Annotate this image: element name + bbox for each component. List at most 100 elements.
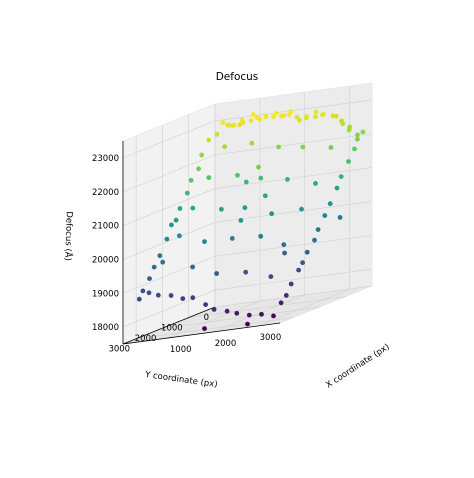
- scatter-point: [276, 144, 281, 150]
- scatter-point: [303, 115, 309, 121]
- scatter-point: [160, 259, 166, 265]
- scatter-point: [240, 120, 246, 125]
- y-tick-label: 3000: [108, 345, 130, 355]
- scatter-point: [245, 321, 250, 327]
- grid-line: [122, 120, 216, 159]
- scatter-point: [211, 307, 217, 312]
- scatter-point: [338, 174, 344, 180]
- scatter-point: [296, 267, 301, 273]
- y-tick-label: 2000: [135, 334, 157, 344]
- scatter-point: [355, 132, 360, 138]
- grid-line: [162, 306, 320, 329]
- scatter-point: [238, 218, 244, 223]
- z-tick-label: 23000: [92, 154, 119, 164]
- scatter-point: [282, 250, 287, 256]
- scatter-point: [315, 227, 321, 233]
- scatter-point: [243, 179, 249, 185]
- grid-line: [136, 317, 294, 340]
- tick-labels: 1000 2000 3000 0 1000 2000 3000 18000 19000 20000…: [92, 154, 281, 355]
- scatter-point: [157, 253, 163, 259]
- scatter-point: [297, 117, 302, 123]
- scatter-point: [360, 129, 366, 135]
- scatter-point: [269, 211, 274, 217]
- scatter-point: [190, 295, 196, 301]
- scatter-point: [242, 205, 248, 211]
- scatter-point: [220, 120, 226, 125]
- scatter-point: [177, 206, 183, 211]
- scatter-point: [286, 112, 292, 117]
- z-axis-label: Defocus (Å): [62, 211, 76, 261]
- scatter-point: [199, 152, 205, 158]
- data-points: [136, 109, 366, 331]
- grid-line: [122, 255, 216, 294]
- pane-back: [214, 82, 373, 308]
- scatter-point: [256, 164, 261, 170]
- scatter-point: [177, 233, 182, 239]
- z-tick-label: 21000: [92, 222, 119, 232]
- grid-line: [167, 300, 260, 339]
- scatter-point: [169, 222, 174, 228]
- scatter-point: [300, 144, 306, 150]
- scatter-point: [146, 290, 152, 296]
- scatter-point: [206, 175, 212, 181]
- scatter-point: [254, 115, 260, 120]
- scatter-point: [262, 193, 268, 199]
- scatter-point: [190, 205, 196, 211]
- scatter-point: [214, 271, 220, 276]
- scatter-point: [281, 242, 287, 248]
- scatter-point: [313, 114, 318, 120]
- scatter-point: [271, 313, 276, 319]
- scatter-point: [206, 137, 212, 143]
- x-tick-label: 3000: [260, 333, 282, 343]
- scatter-point: [140, 288, 146, 294]
- grid-line: [214, 99, 373, 122]
- scatter-point: [352, 146, 357, 152]
- scatter-point: [278, 300, 284, 306]
- z-tick-label: 18000: [92, 323, 119, 333]
- grid-line: [257, 288, 350, 327]
- z-tick-label: 20000: [92, 255, 119, 265]
- scatter-point: [320, 112, 326, 117]
- chart-title: Defocus: [216, 71, 259, 83]
- scatter-point: [268, 274, 274, 279]
- scatter-point: [294, 114, 300, 120]
- scatter-point: [355, 136, 360, 142]
- scatter-point: [288, 281, 294, 287]
- x-tick-label: 2000: [215, 339, 237, 349]
- scatter-point: [337, 215, 343, 220]
- x-axis-line: [122, 322, 281, 345]
- grid-line: [122, 222, 216, 260]
- scatter-point: [279, 113, 284, 119]
- scatter-point: [136, 296, 142, 302]
- scatter-point: [274, 110, 279, 116]
- z-tick-label: 22000: [92, 188, 119, 198]
- scatter-point: [180, 296, 186, 301]
- scatter-point: [234, 310, 240, 316]
- scatter-point: [271, 114, 276, 119]
- scatter-point: [300, 260, 305, 266]
- y-axis-line: [122, 306, 216, 345]
- scatter-point: [340, 121, 346, 127]
- scatter-point: [304, 249, 310, 255]
- scatter-point: [196, 166, 202, 172]
- scatter-point: [327, 201, 333, 207]
- scatter-point: [283, 293, 289, 298]
- scatter-point: [259, 311, 264, 317]
- scatter-point: [147, 276, 152, 281]
- z-tick-label: 19000: [92, 289, 119, 299]
- x-tick-label: 1000: [170, 345, 192, 355]
- scatter-point: [249, 140, 255, 146]
- grid-line: [188, 296, 346, 318]
- scatter-point: [184, 190, 190, 196]
- scatter-point: [155, 292, 161, 298]
- grid-line: [122, 154, 216, 193]
- scatter-point: [222, 144, 228, 150]
- grid-line: [214, 268, 373, 291]
- grid-line: [214, 234, 373, 257]
- scatter-point: [235, 172, 240, 178]
- grid-line: [212, 294, 305, 333]
- scatter-point: [202, 239, 207, 245]
- scatter-point: [328, 145, 334, 150]
